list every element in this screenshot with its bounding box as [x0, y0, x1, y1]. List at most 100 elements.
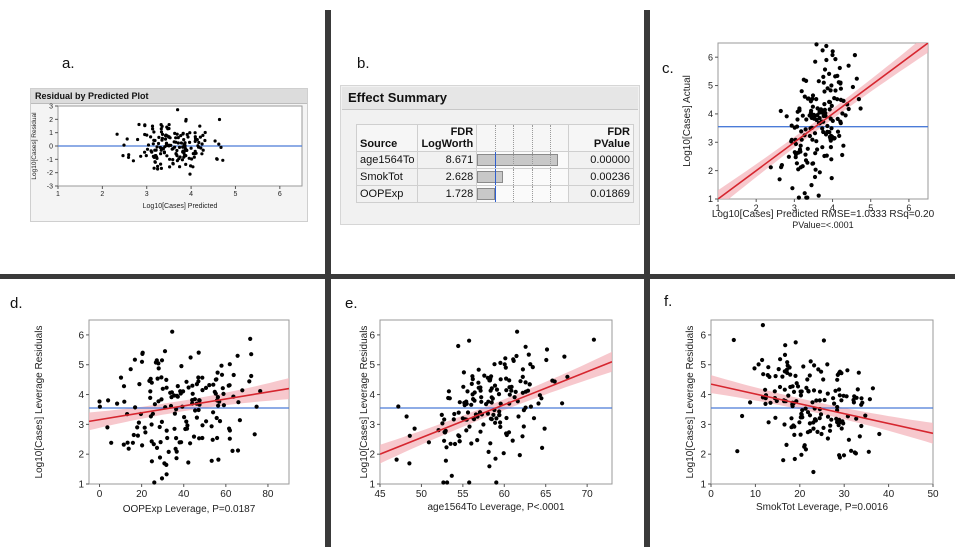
bar-gridline — [513, 169, 515, 185]
data-point — [175, 148, 179, 153]
data-point — [796, 195, 802, 200]
data-point — [780, 374, 785, 379]
data-point — [797, 106, 802, 111]
data-point — [442, 417, 447, 422]
data-point — [210, 437, 215, 442]
x-tick-label: 3 — [792, 203, 797, 213]
panel-letter-f: f. — [664, 293, 673, 310]
data-point — [182, 138, 186, 142]
data-point — [151, 142, 155, 146]
data-point — [109, 440, 114, 445]
data-point — [196, 375, 201, 380]
bar-gridline — [549, 152, 551, 168]
data-point — [841, 143, 846, 148]
effect-row[interactable]: SmokTot 2.628 0.00236 — [355, 168, 635, 186]
data-point — [469, 402, 474, 407]
data-point — [472, 390, 477, 395]
data-point — [825, 362, 830, 367]
data-point — [153, 360, 158, 365]
data-point — [830, 118, 835, 123]
data-point — [446, 389, 451, 394]
data-point — [439, 412, 444, 417]
data-point — [536, 401, 541, 406]
data-point — [845, 368, 850, 373]
data-point — [185, 148, 189, 152]
data-point — [200, 388, 205, 393]
x-tick-label: 10 — [750, 489, 762, 500]
data-point — [859, 423, 864, 429]
data-point — [249, 352, 254, 357]
data-point — [823, 113, 828, 118]
data-point — [838, 86, 844, 91]
data-point — [498, 360, 503, 365]
data-point — [520, 367, 526, 372]
data-point — [144, 154, 148, 158]
data-point — [838, 80, 843, 85]
data-point — [799, 411, 804, 416]
bar-threshold-line — [495, 169, 497, 185]
data-point — [186, 385, 191, 390]
data-point — [789, 137, 794, 142]
data-point — [487, 464, 492, 469]
data-point — [394, 457, 399, 462]
data-point — [781, 458, 786, 463]
data-point — [183, 143, 187, 148]
data-point — [130, 440, 135, 445]
data-point — [137, 382, 142, 387]
data-point — [157, 455, 163, 460]
data-point — [835, 377, 840, 382]
y-tick-label: 4 — [700, 390, 706, 401]
data-point — [810, 104, 816, 109]
data-point — [810, 137, 815, 142]
data-point — [198, 124, 202, 128]
data-point — [160, 386, 165, 391]
data-point — [476, 367, 481, 372]
data-point — [184, 419, 189, 424]
data-point — [843, 113, 848, 118]
data-point — [867, 397, 873, 402]
data-point — [449, 473, 454, 478]
data-point — [829, 133, 834, 138]
data-point — [193, 139, 197, 143]
data-point — [493, 456, 498, 461]
data-point — [824, 57, 829, 63]
data-point — [441, 480, 446, 485]
data-point — [503, 356, 508, 361]
data-point — [783, 343, 788, 348]
data-point — [476, 380, 481, 385]
data-point — [778, 108, 783, 114]
data-point — [805, 195, 810, 200]
data-point — [510, 438, 515, 443]
data-point — [821, 338, 827, 343]
data-point — [442, 438, 447, 443]
data-point — [482, 373, 487, 378]
data-point — [135, 425, 140, 430]
data-point — [840, 111, 845, 116]
data-point — [820, 126, 825, 131]
data-point — [778, 357, 783, 362]
data-point — [833, 388, 838, 393]
data-point — [478, 429, 483, 434]
data-point — [168, 165, 172, 169]
data-point — [174, 407, 179, 412]
data-point — [836, 423, 841, 428]
data-point — [813, 151, 818, 156]
data-point — [188, 441, 193, 446]
data-point — [815, 106, 820, 111]
data-point — [488, 376, 493, 381]
data-point — [479, 399, 484, 404]
data-point — [846, 106, 851, 112]
data-point — [189, 146, 193, 150]
data-point — [167, 126, 171, 131]
data-point — [822, 397, 827, 403]
data-point — [488, 441, 493, 446]
data-point — [489, 395, 494, 400]
data-point — [837, 453, 842, 458]
data-point — [514, 353, 519, 359]
data-point — [154, 148, 158, 152]
effect-row[interactable]: OOPExp 1.728 0.01869 — [355, 185, 635, 203]
y-tick-label: 3 — [49, 103, 53, 110]
data-point — [492, 383, 498, 388]
data-point — [822, 102, 827, 107]
y-axis-label: Log10[Cases] Residual — [31, 112, 38, 180]
